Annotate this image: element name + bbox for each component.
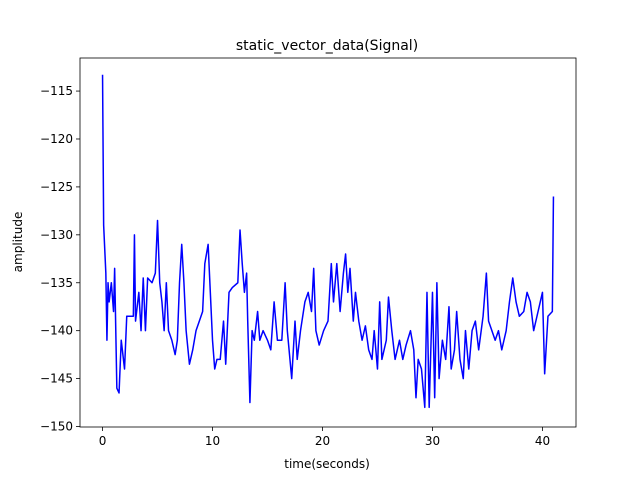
- y-tick-label: −130: [40, 228, 73, 242]
- y-axis-label: amplitude: [11, 212, 25, 273]
- x-tick-label: 40: [535, 434, 550, 448]
- y-tick-label: −115: [40, 84, 73, 98]
- x-tick-label: 20: [315, 434, 330, 448]
- plot-frame: [79, 57, 577, 428]
- data-line: [101, 74, 555, 409]
- y-tick-label: −145: [40, 372, 73, 386]
- y-tick-label: −125: [40, 180, 73, 194]
- y-tick-label: −120: [40, 132, 73, 146]
- x-tick-label: 10: [205, 434, 220, 448]
- x-tick-label: 30: [425, 434, 440, 448]
- x-tick-label: 0: [99, 434, 107, 448]
- y-tick-label: −135: [40, 276, 73, 290]
- y-tick-label: −150: [40, 420, 73, 434]
- chart-title: static_vector_data(Signal): [236, 38, 418, 54]
- y-tick-label: −140: [40, 324, 73, 338]
- x-axis-label: time(seconds): [284, 457, 370, 471]
